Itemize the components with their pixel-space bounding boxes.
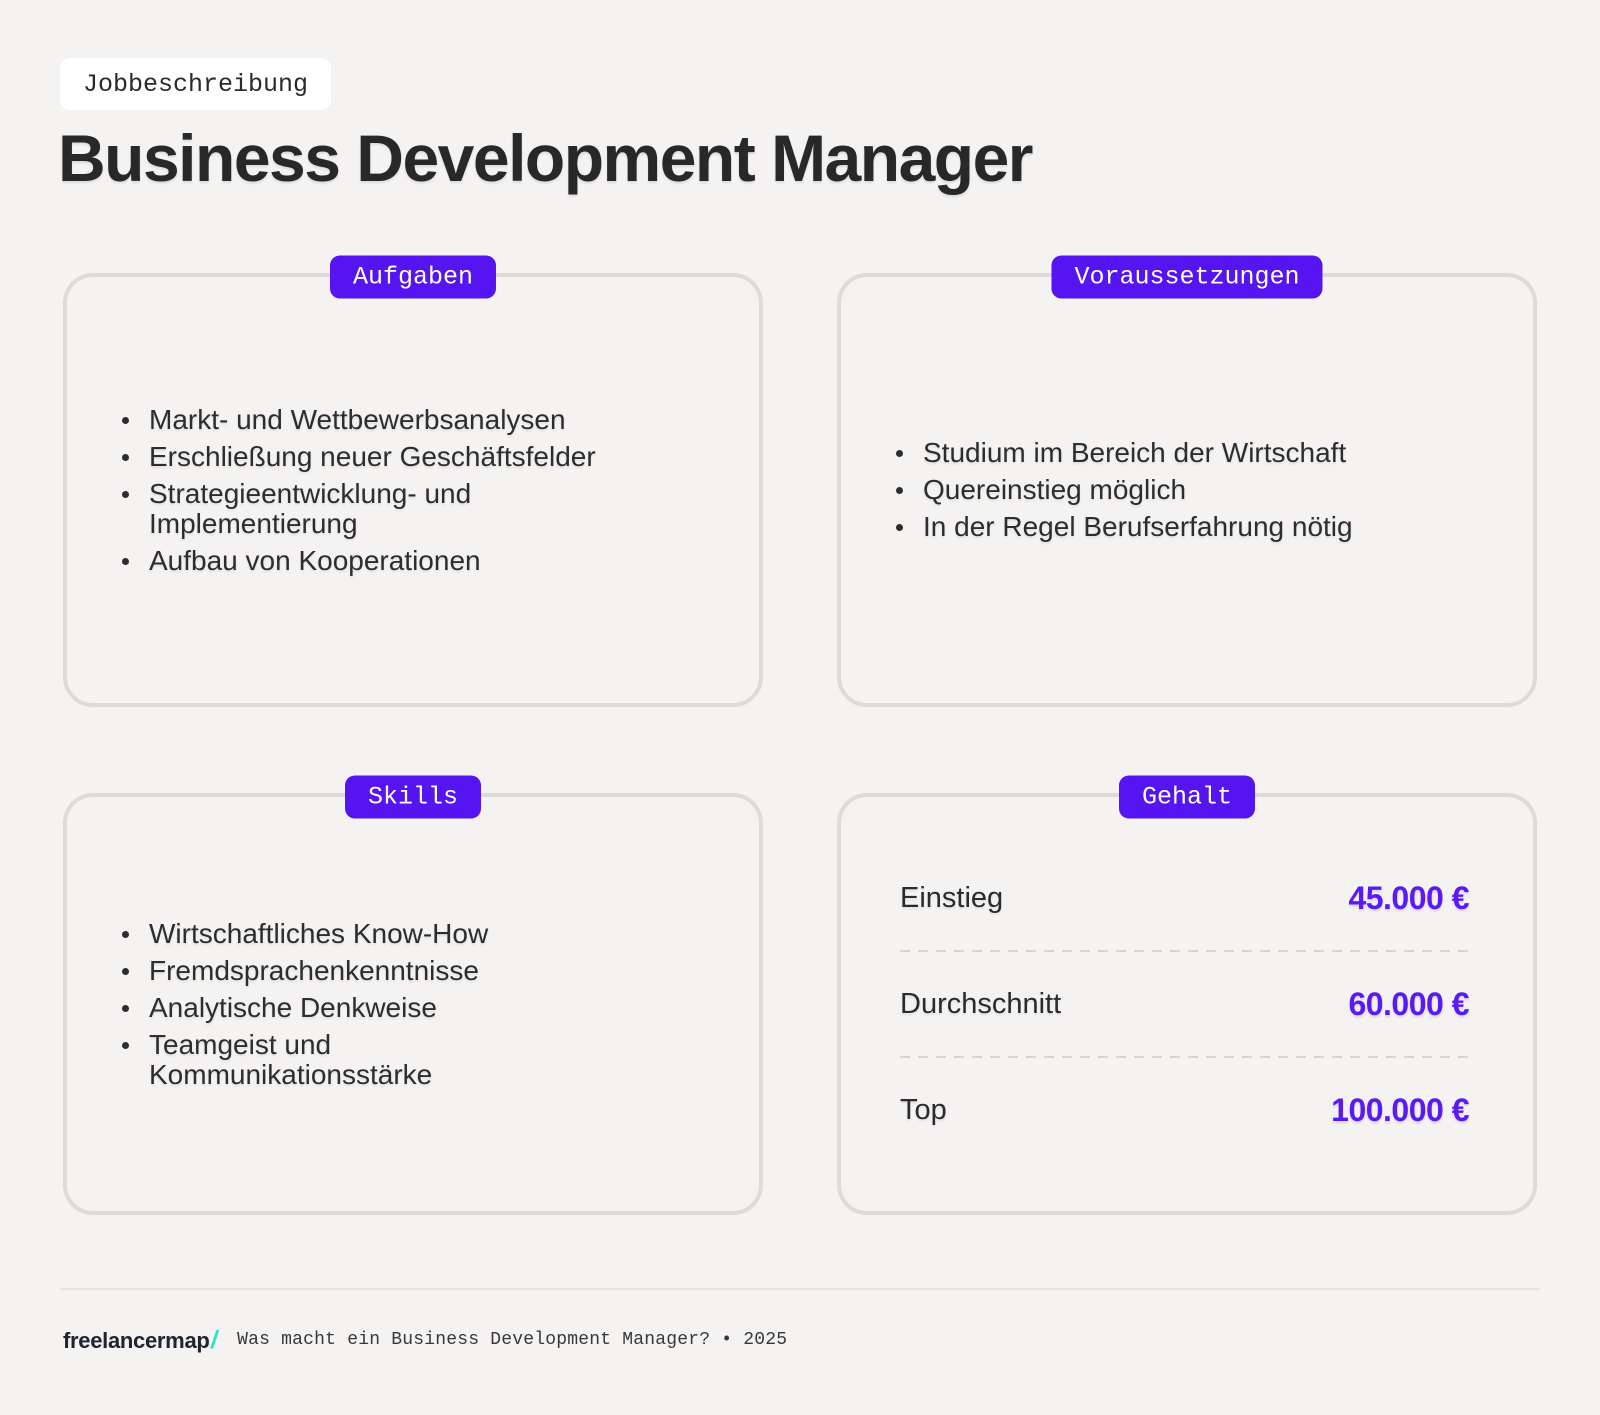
- card-badge-gehalt: Gehalt: [1118, 775, 1256, 819]
- list-item-text: Fremdsprachenkenntnisse: [149, 954, 479, 986]
- brand-logo: freelancermap /: [63, 1325, 220, 1355]
- card-gehalt: Gehalt Einstieg 45.000 € Durchschnitt 60.00…: [837, 775, 1537, 1215]
- salary-row: Durchschnitt 60.000 €: [900, 982, 1469, 1026]
- dashed-divider: [900, 950, 1469, 952]
- card-badge-skills: Skills: [344, 775, 482, 819]
- bullet-list: Studium im Bereich der Wirtschaft Querein…: [845, 431, 1529, 549]
- footer-divider: [60, 1288, 1540, 1290]
- bullet-dot: [896, 524, 903, 531]
- list-item: Analytische Denkweise: [122, 991, 725, 1023]
- bullet-dot: [896, 450, 903, 457]
- salary-value: 60.000 €: [1348, 985, 1469, 1022]
- list-item-text: In der Regel Berufserfahrung nötig: [923, 511, 1353, 542]
- brand-logo-text: freelancermap: [63, 1327, 210, 1353]
- list-item-text: Quereinstieg möglich: [923, 474, 1187, 505]
- footer-tagline: Was macht ein Business Development Manag…: [237, 1330, 788, 1350]
- list-item-text: Wirtschaftliches Know-How: [149, 917, 489, 949]
- salary-value: 100.000 €: [1331, 1091, 1469, 1128]
- salary-label: Einstieg: [900, 881, 1004, 914]
- list-item-text: Analytische Denkweise: [149, 991, 437, 1023]
- bullet-dot: [122, 490, 129, 498]
- brand-logo-slash: /: [208, 1325, 220, 1354]
- list-item-text: Studium im Bereich der Wirtschaft: [923, 437, 1347, 468]
- card-badge-voraussetzungen: Voraussetzungen: [1051, 255, 1323, 299]
- list-item: Strategieentwicklung- und Implementierun…: [122, 477, 725, 539]
- list-item-text: Teamgeist und Kommunikationsstärke: [149, 1028, 433, 1090]
- salary-value: 45.000 €: [1348, 879, 1469, 916]
- list-item: In der Regel Berufserfahrung nötig: [896, 512, 1499, 542]
- card-content: Markt- und Wettbewerbsanalysen Erschließu…: [71, 281, 755, 699]
- list-item: Erschließung neuer Geschäftsfelder: [122, 440, 725, 472]
- salary-table: Einstieg 45.000 € Durchschnitt 60.000 € Top 1…: [845, 801, 1529, 1207]
- card-badge-aufgaben: Aufgaben: [329, 255, 497, 299]
- card-skills: Skills Wirtschaftliches Know-How Fremdspr…: [63, 775, 763, 1215]
- list-item: Wirtschaftliches Know-How: [122, 917, 725, 949]
- list-item: Studium im Bereich der Wirtschaft: [896, 438, 1499, 468]
- footer: freelancermap / Was macht ein Business D…: [63, 1322, 787, 1358]
- salary-row: Top 100.000 €: [900, 1088, 1469, 1132]
- bullet-dot: [122, 416, 129, 424]
- bullet-list: Wirtschaftliches Know-How Fremdsprachenke…: [71, 912, 755, 1097]
- list-item: Quereinstieg möglich: [896, 475, 1499, 505]
- card-voraussetzungen: Voraussetzungen Studium im Bereich der W…: [837, 255, 1537, 707]
- card-content: Wirtschaftliches Know-How Fremdsprachenke…: [71, 801, 755, 1207]
- bullet-dot: [122, 557, 129, 565]
- list-item-text: Strategieentwicklung- und Implementierun…: [149, 477, 472, 539]
- card-grid: Aufgaben Markt- und Wettbewerbsanalysen E…: [63, 255, 1537, 1215]
- bullet-dot: [122, 1041, 129, 1049]
- eyebrow-badge: Jobbeschreibung: [60, 58, 332, 110]
- bullet-dot: [896, 487, 903, 494]
- list-item-text: Aufbau von Kooperationen: [149, 544, 481, 576]
- salary-label: Top: [900, 1093, 947, 1126]
- salary-label: Durchschnitt: [900, 987, 1062, 1020]
- list-item: Markt- und Wettbewerbsanalysen: [122, 403, 725, 435]
- bullet-dot: [122, 930, 129, 938]
- list-item: Aufbau von Kooperationen: [122, 544, 725, 576]
- list-item: Teamgeist und Kommunikationsstärke: [122, 1028, 725, 1090]
- bullet-dot: [122, 1004, 129, 1012]
- dashed-divider: [900, 1056, 1469, 1058]
- list-item: Fremdsprachenkenntnisse: [122, 954, 725, 986]
- card-content: Studium im Bereich der Wirtschaft Querein…: [845, 281, 1529, 699]
- salary-row: Einstieg 45.000 €: [900, 876, 1469, 920]
- list-item-text: Erschließung neuer Geschäftsfelder: [149, 440, 596, 472]
- bullet-dot: [122, 453, 129, 461]
- page-title: Business Development Manager: [58, 121, 1033, 195]
- bullet-list: Markt- und Wettbewerbsanalysen Erschließu…: [71, 398, 755, 583]
- card-aufgaben: Aufgaben Markt- und Wettbewerbsanalysen E…: [63, 255, 763, 707]
- eyebrow-label: Jobbeschreibung: [83, 69, 309, 99]
- list-item-text: Markt- und Wettbewerbsanalysen: [149, 403, 566, 435]
- bullet-dot: [122, 967, 129, 975]
